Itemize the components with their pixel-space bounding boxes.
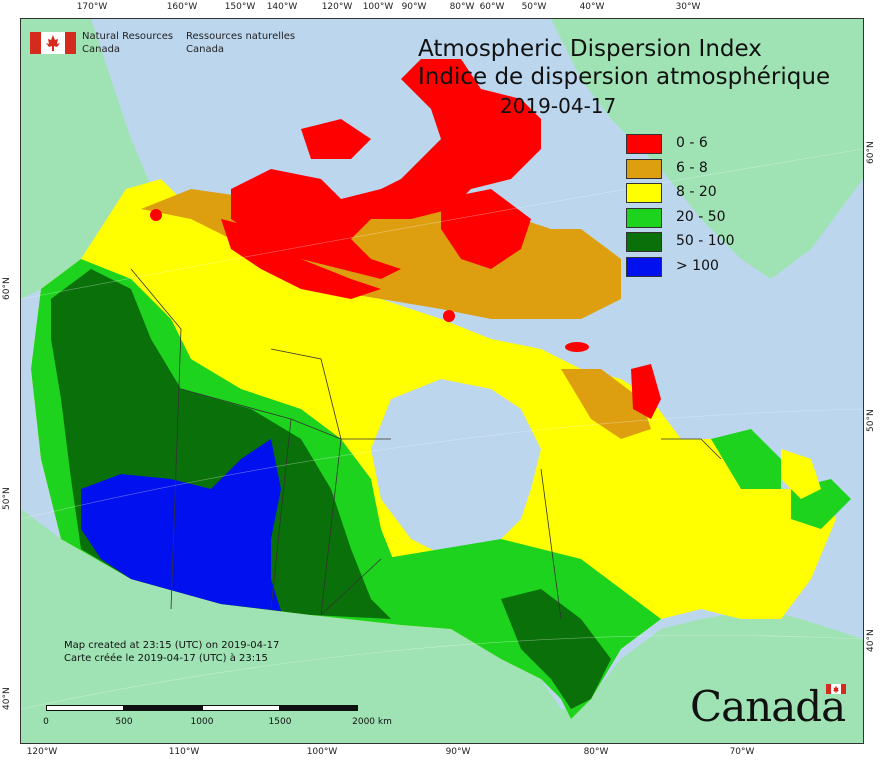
hudson-bay — [371, 379, 541, 559]
legend-swatch — [626, 183, 662, 203]
credit-en: Map created at 23:15 (UTC) on 2019-04-17 — [64, 640, 280, 651]
scale-label: 1000 — [190, 717, 214, 727]
scale-label: 2000 km — [352, 717, 392, 727]
agency-fr-line2: Canada — [186, 44, 225, 55]
scale-segment — [46, 705, 124, 711]
zone-blue-alberta — [81, 439, 281, 611]
zone-darkgreen-ontario — [501, 589, 611, 709]
graticule-lines — [21, 148, 863, 710]
legend-label: 50 - 100 — [676, 233, 735, 249]
agency-en-line1: Natural Resources — [82, 31, 174, 42]
wordmark-text: Canada — [690, 682, 846, 731]
bottom-longitude-tick: 120°W — [26, 747, 58, 757]
right-latitude-tick: 60°N — [866, 141, 876, 164]
province-borders — [130, 268, 722, 620]
scale-label: 0 — [43, 717, 49, 727]
zone-red-spot-ungava — [565, 342, 589, 352]
map-credit: Map created at 23:15 (UTC) on 2019-04-17… — [64, 639, 279, 665]
legend-swatch — [626, 256, 662, 277]
zone-red-labrador — [631, 364, 661, 419]
legend-item: 0 - 6 — [626, 134, 786, 158]
zone-yellow-newfoundland — [781, 449, 821, 499]
canada-flag-icon — [30, 32, 76, 54]
scale-label: 500 — [115, 717, 133, 727]
credit-fr: Carte créée le 2019-04-17 (UTC) à 23:15 — [64, 653, 268, 664]
left-latitude-tick: 50°N — [2, 487, 12, 510]
legend-label: > 100 — [676, 257, 719, 274]
legend-swatch — [626, 158, 662, 179]
top-longitude-tick: 140°W — [266, 2, 298, 12]
legend-label: 8 - 20 — [676, 184, 717, 200]
legend-swatch — [626, 232, 662, 252]
legend-label: 6 - 8 — [676, 159, 708, 176]
bottom-longitude-tick: 90°W — [445, 747, 471, 757]
scale-segment — [202, 705, 280, 711]
zone-green-maritimes — [711, 429, 781, 489]
zone-orange-labrador — [561, 369, 651, 439]
bottom-longitude-tick: 110°W — [168, 747, 200, 757]
zone-orange-baffin — [521, 229, 621, 319]
top-longitude-tick: 50°W — [521, 2, 547, 12]
top-longitude-tick: 40°W — [579, 2, 605, 12]
bottom-longitude-tick: 100°W — [306, 747, 338, 757]
left-latitude-tick: 40°N — [2, 687, 12, 710]
bottom-longitude-tick: 80°W — [583, 747, 609, 757]
legend-item: 20 - 50 — [626, 207, 786, 232]
legend-item: > 100 — [626, 256, 786, 281]
legend-swatch — [626, 134, 662, 154]
scale-segment — [280, 705, 358, 711]
zone-red-victoria — [221, 219, 381, 299]
top-longitude-tick: 80°W — [449, 2, 475, 12]
usa-landmass — [21, 509, 863, 743]
right-latitude-tick: 40°N — [866, 629, 876, 652]
zone-red-arctic-islands — [231, 59, 541, 279]
greenland-landmass — [551, 19, 863, 279]
top-longitude-tick: 170°W — [76, 2, 108, 12]
legend-item: 50 - 100 — [626, 232, 786, 256]
legend-swatch — [626, 207, 662, 228]
map-canvas — [21, 19, 863, 743]
top-longitude-tick: 90°W — [401, 2, 427, 12]
agency-name-fr: Ressources naturelles Canada — [186, 30, 295, 56]
scale-label: 1500 — [268, 717, 292, 727]
scale-segment — [124, 705, 202, 711]
top-longitude-tick: 100°W — [362, 2, 394, 12]
top-longitude-tick: 150°W — [224, 2, 256, 12]
map-frame — [20, 18, 864, 744]
canada-wordmark: Canada — [690, 682, 846, 731]
top-longitude-tick: 120°W — [321, 2, 353, 12]
legend-label: 20 - 50 — [676, 208, 726, 225]
zone-red-spot-yukon — [150, 209, 162, 221]
top-longitude-tick: 160°W — [166, 2, 198, 12]
zone-red-baffin — [441, 189, 531, 269]
legend-item: 8 - 20 — [626, 183, 786, 207]
zone-red-spot-hudson — [443, 310, 455, 322]
zone-red-northwest — [301, 119, 371, 159]
top-longitude-tick: 30°W — [675, 2, 701, 12]
left-latitude-tick: 60°N — [2, 277, 12, 300]
top-longitude-tick: 60°W — [479, 2, 505, 12]
agency-en-line2: Canada — [82, 44, 121, 55]
wordmark-flag-icon — [826, 684, 846, 694]
bottom-longitude-tick: 70°W — [729, 747, 755, 757]
legend-item: 6 - 8 — [626, 158, 786, 183]
legend-label: 0 - 6 — [676, 135, 708, 151]
agency-fr-line1: Ressources naturelles — [186, 31, 296, 42]
agency-name-en: Natural Resources Canada — [82, 30, 173, 56]
right-latitude-tick: 50°N — [866, 409, 876, 432]
